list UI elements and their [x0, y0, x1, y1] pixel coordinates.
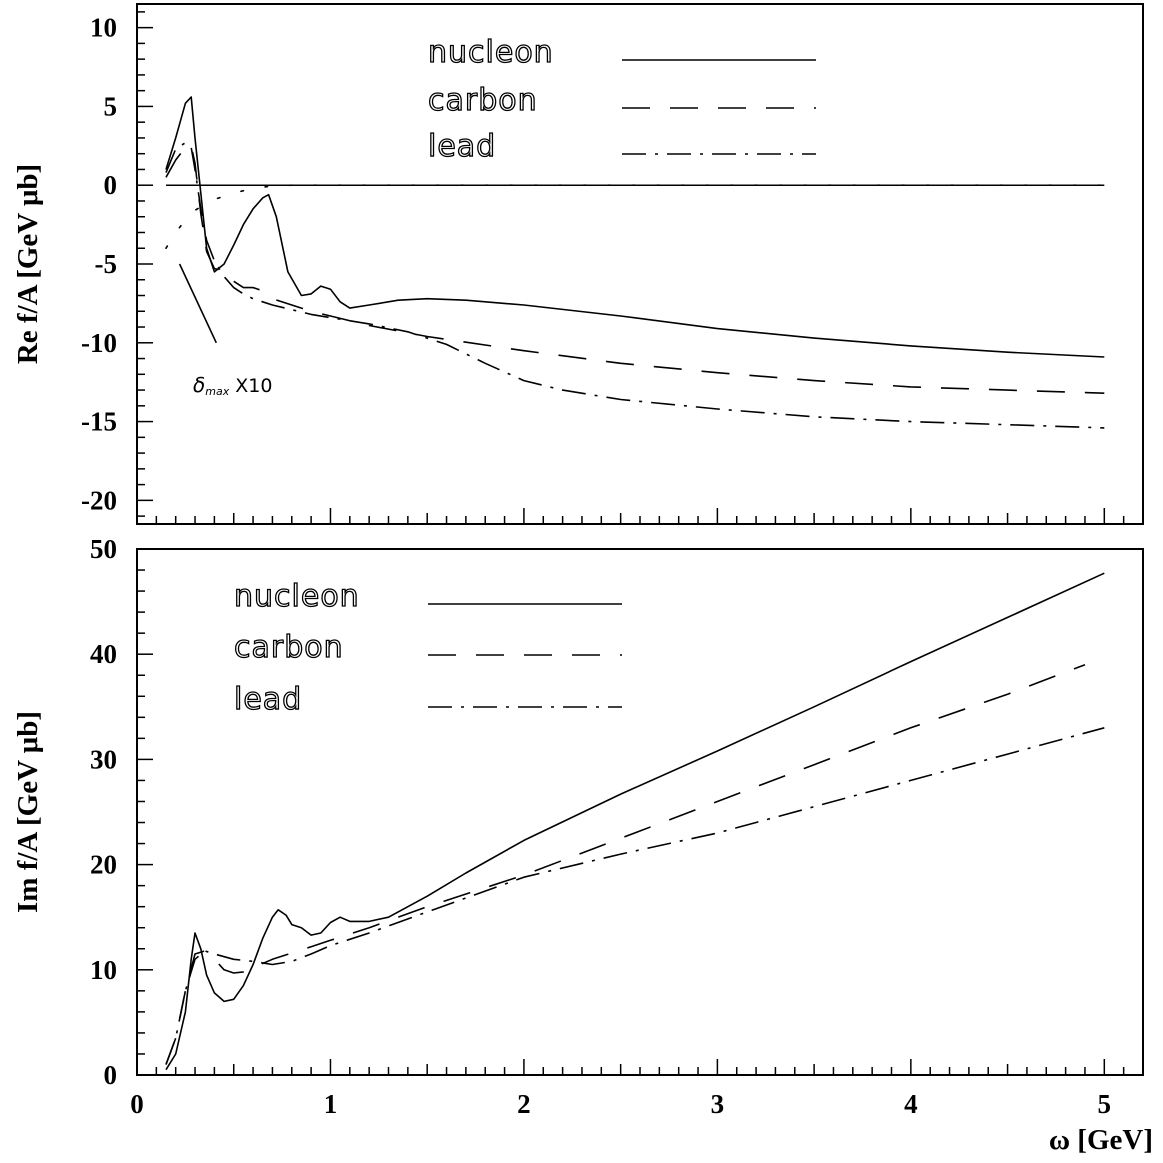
plot-frame [136, 548, 1144, 1076]
legend-label-lead: lead [428, 129, 496, 164]
y-tick-label: 20 [90, 850, 117, 880]
x-tick-label: 4 [904, 1089, 918, 1119]
series-line-dotted-3 [165, 184, 1106, 249]
y-tick-label: -15 [81, 407, 117, 437]
x-tick-label: 5 [1098, 1089, 1112, 1119]
plot-frame [136, 3, 1144, 525]
series-line-nucleon [165, 96, 1105, 358]
y-tick-label: 50 [90, 534, 117, 564]
series-line-lead [165, 141, 1105, 429]
legend-label-lead: lead [234, 682, 302, 717]
legend-label-nucleon: nucleon [234, 579, 360, 614]
y-tick-label: -20 [81, 485, 117, 515]
bottom-panel-im: 0 10 20 30 40 50 0 1 2 3 4 5 Im f/A [GeV μb] ω [GeV] n… [12, 534, 1153, 1156]
y-tick-label: -10 [81, 328, 117, 358]
series-line-maxx [178, 263, 218, 344]
y-tick-label: -5 [95, 249, 118, 279]
y-axis-title: Re f/A [GeV μb] [12, 164, 44, 364]
x-tick-label: 0 [130, 1089, 144, 1119]
y-tick-label: 10 [90, 13, 117, 43]
x-axis-title: ω [GeV] [1049, 1124, 1153, 1156]
y-axis-title: Im f/A [GeV μb] [12, 711, 44, 913]
y-tick-label: 40 [90, 639, 117, 669]
series-line-carbon [165, 145, 1105, 394]
legend-label-nucleon: nucleon [428, 35, 554, 70]
series-line-lead [165, 727, 1105, 1065]
y-tick-label: 0 [104, 1060, 118, 1090]
series-line-nucleon [165, 572, 1105, 1071]
y-tick-label: 30 [90, 744, 117, 774]
y-tick-label: 0 [104, 170, 118, 200]
legend-label-carbon: carbon [234, 630, 344, 665]
x-tick-label: 1 [324, 1089, 338, 1119]
y-tick-label: 5 [104, 91, 118, 121]
x-tick-label: 2 [517, 1089, 531, 1119]
top-panel-re: 10 5 0 -5 -10 -15 -20 Re f/A [GeV μb] nucleon car… [12, 3, 1144, 525]
series-line-carbon [165, 663, 1086, 1065]
x-tick-label: 3 [711, 1089, 725, 1119]
legend-label-carbon: carbon [428, 83, 538, 118]
delta-max-annotation: δmax X10 [193, 373, 272, 398]
y-tick-label: 10 [90, 955, 117, 985]
